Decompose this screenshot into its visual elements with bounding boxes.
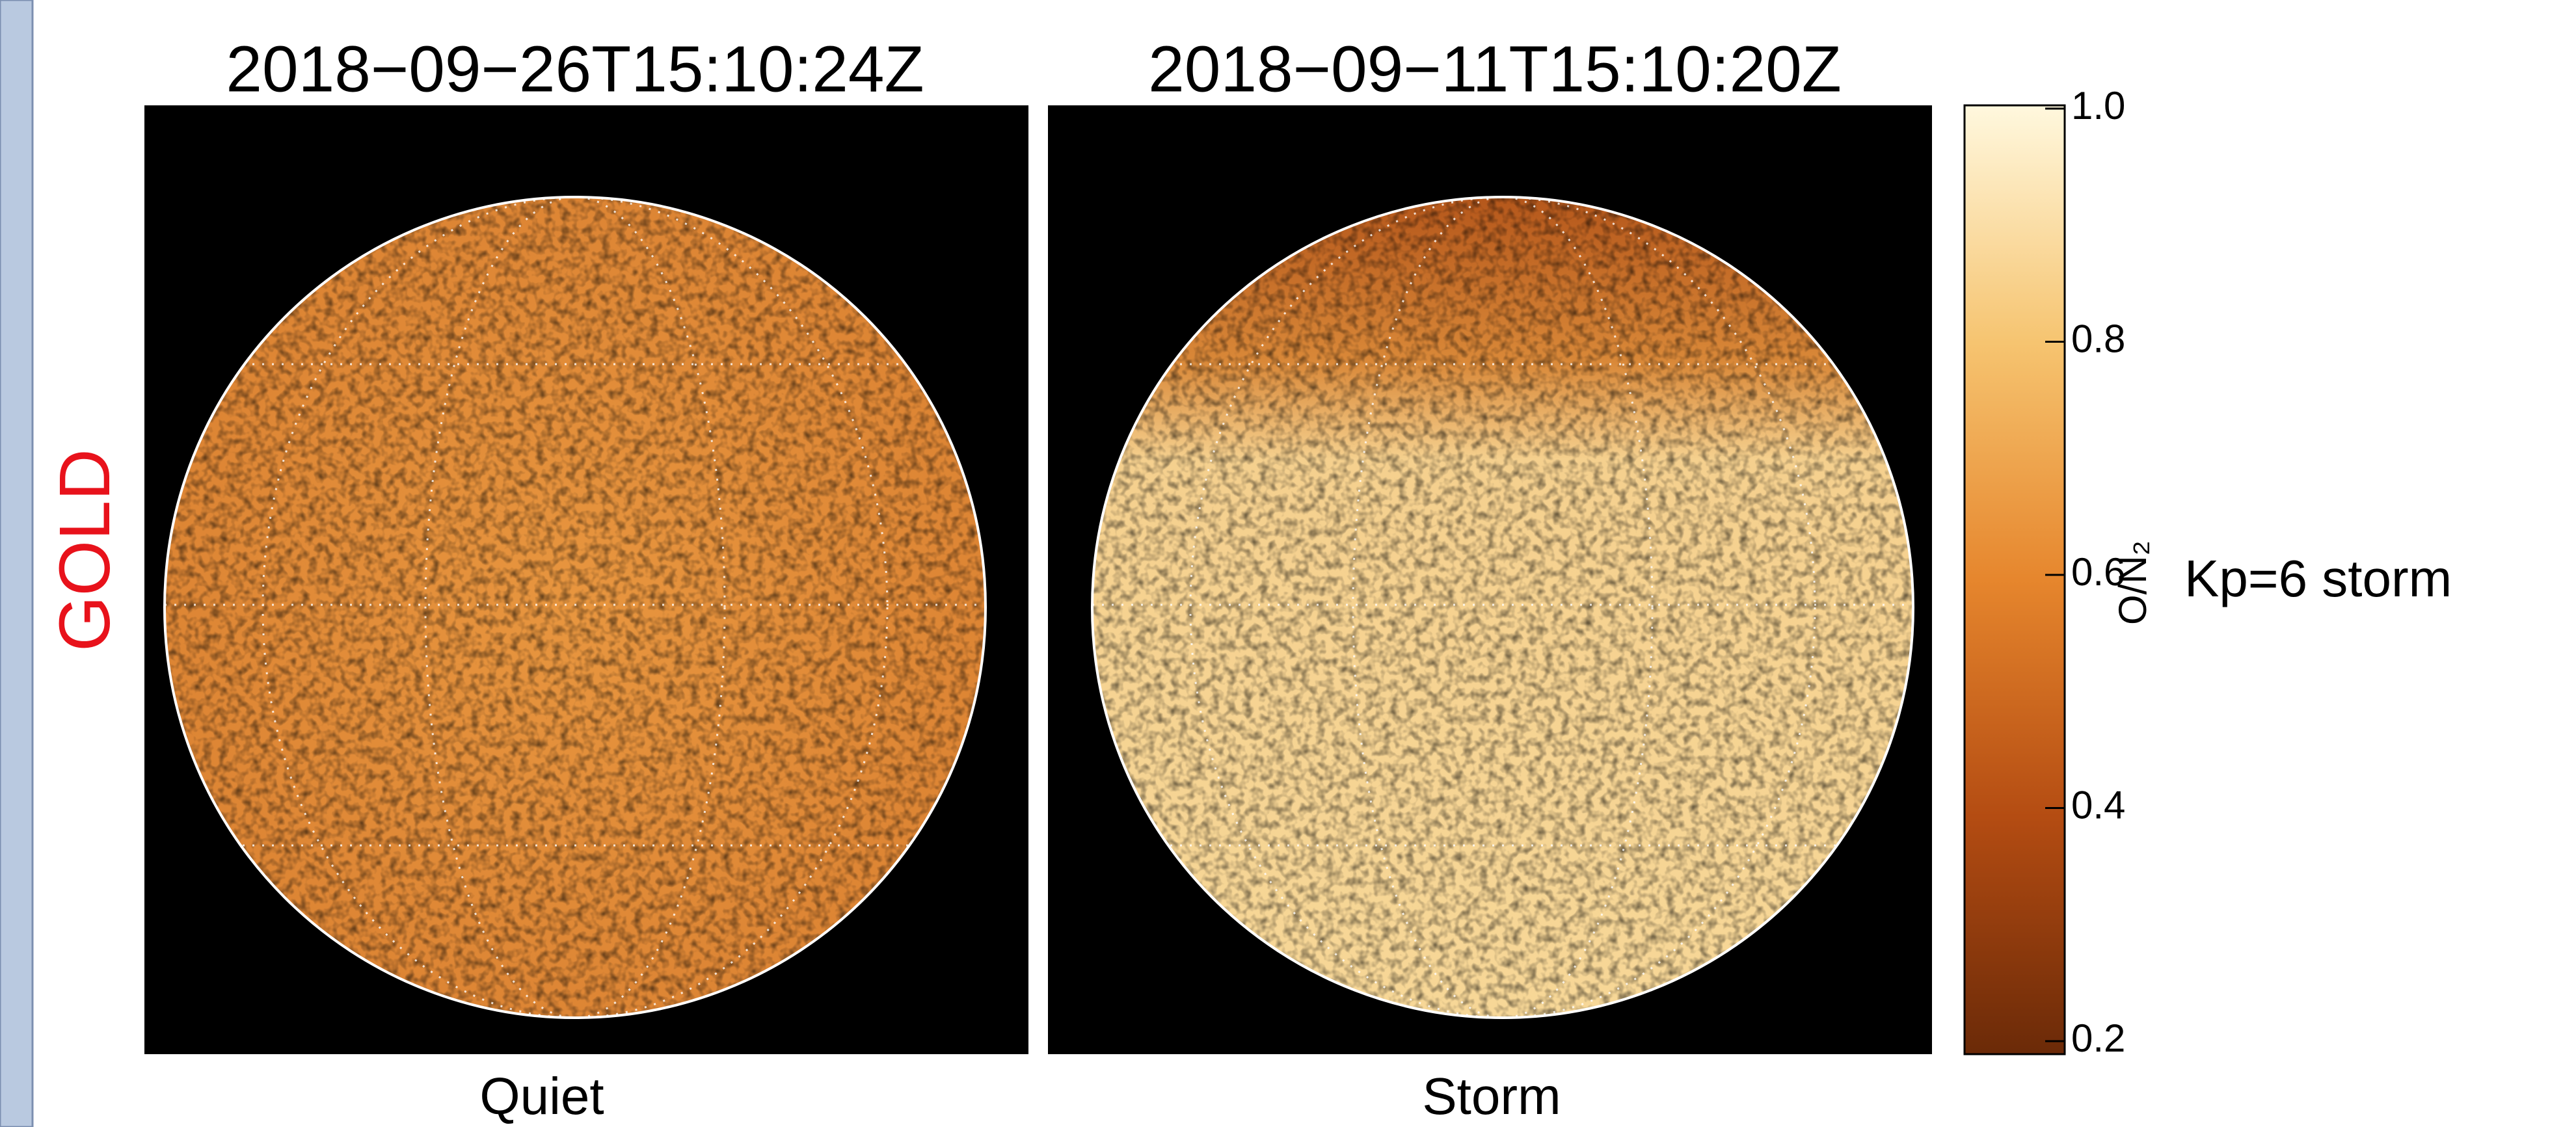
colorbar-tick-label: 0.8 — [2071, 317, 2125, 360]
colorbar-tick-label: 0.6 — [2071, 550, 2125, 594]
figure: 2018−09−26T15:10:24Z Quiet 2018−09−11T15… — [0, 0, 2576, 1127]
panel-title: 2018−09−26T15:10:24Z — [226, 33, 924, 105]
colorbar-gradient — [1965, 105, 2065, 1054]
side-bar — [0, 0, 33, 1127]
globe-texture — [1092, 197, 1913, 1018]
panel-quiet: 2018−09−26T15:10:24Z Quiet — [144, 33, 1028, 1125]
colorbar-tick-label: 1.0 — [2071, 84, 2125, 127]
globe-texture — [165, 197, 986, 1018]
panel-storm: 2018−09−11T15:10:20Z Storm — [1048, 33, 1932, 1125]
panel-caption: Quiet — [479, 1067, 604, 1125]
colorbar-tick-label: 0.2 — [2071, 1016, 2125, 1060]
row-label: GOLD — [45, 449, 125, 652]
colorbar-tick-label: 0.4 — [2071, 783, 2125, 827]
annotation: Kp=6 storm — [2184, 550, 2452, 607]
panel-title: 2018−09−11T15:10:20Z — [1148, 33, 1842, 105]
colorbar: O/N₂ 0.20.40.60.81.0 — [1965, 84, 2154, 1060]
panel-caption: Storm — [1422, 1067, 1561, 1125]
